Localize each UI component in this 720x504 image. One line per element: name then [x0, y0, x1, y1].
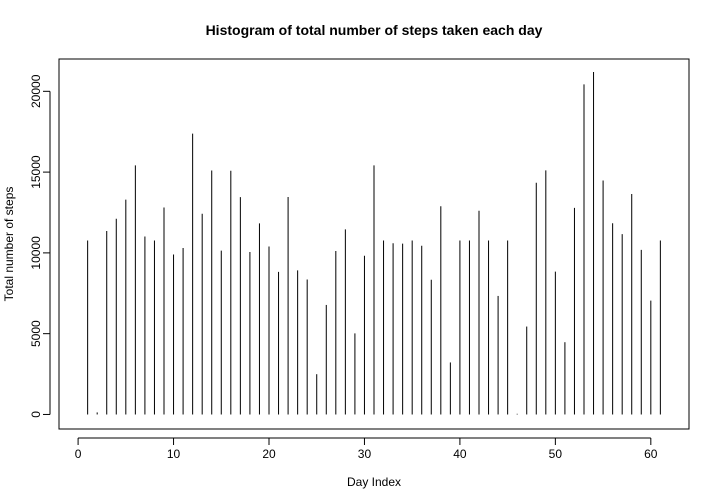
x-tick-label-0: 0	[75, 447, 82, 461]
x-tick-label-30: 30	[358, 447, 372, 461]
y-tick-label-15000: 15000	[29, 155, 43, 189]
y-tick-label-20000: 20000	[29, 74, 43, 108]
x-axis-label: Day Index	[347, 475, 401, 489]
x-tick-label-40: 40	[453, 447, 467, 461]
y-axis-label: Total number of steps	[2, 187, 16, 302]
x-tick-label-20: 20	[262, 447, 276, 461]
x-tick-label-60: 60	[644, 447, 658, 461]
x-tick-label-50: 50	[549, 447, 563, 461]
y-tick-label-0: 0	[29, 411, 43, 418]
chart-title: Histogram of total number of steps taken…	[206, 22, 543, 38]
y-axis: 0 5000 10000 15000 20000	[29, 74, 51, 418]
y-tick-label-10000: 10000	[29, 236, 43, 270]
plot-frame	[58, 58, 690, 430]
y-tick-label-5000: 5000	[29, 320, 43, 347]
bars-group	[87, 72, 661, 415]
x-axis: 0 10 20 30 40 50 60	[75, 437, 658, 461]
x-tick-label-10: 10	[167, 447, 181, 461]
